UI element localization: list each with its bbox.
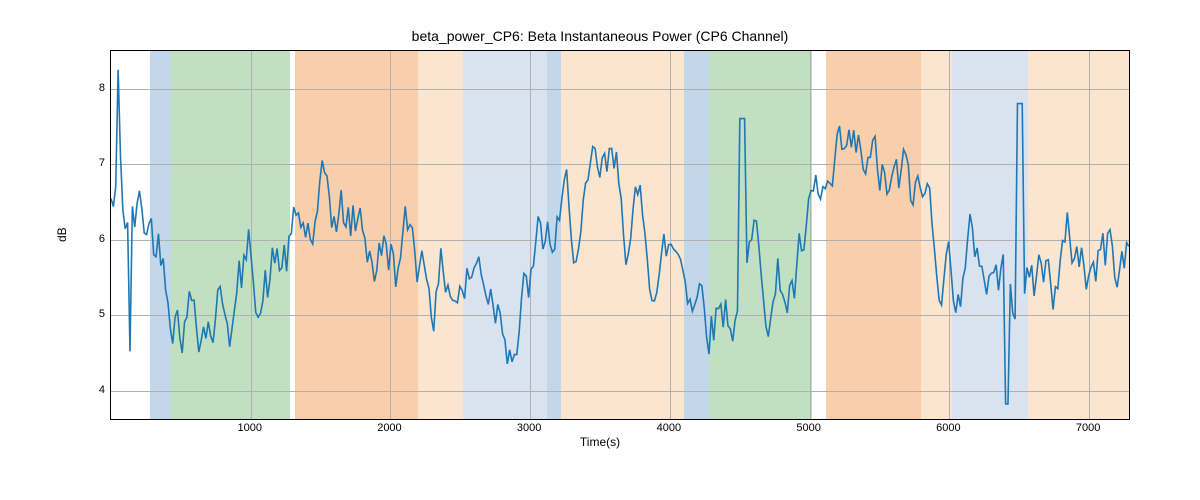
y-tick-label: 7 bbox=[80, 157, 105, 169]
line-plot bbox=[111, 51, 1129, 419]
x-tick-label: 1000 bbox=[237, 422, 261, 434]
x-tick-label: 7000 bbox=[1076, 422, 1100, 434]
x-axis-label: Time(s) bbox=[0, 435, 1200, 449]
y-tick-label: 5 bbox=[80, 308, 105, 320]
y-tick-label: 6 bbox=[80, 233, 105, 245]
plot-area bbox=[110, 50, 1130, 420]
y-tick-label: 4 bbox=[80, 384, 105, 396]
y-axis-label: dB bbox=[55, 50, 69, 420]
data-line bbox=[111, 70, 1129, 404]
x-tick-label: 3000 bbox=[517, 422, 541, 434]
x-tick-label: 2000 bbox=[377, 422, 401, 434]
x-tick-label: 4000 bbox=[657, 422, 681, 434]
chart-title: beta_power_CP6: Beta Instantaneous Power… bbox=[0, 28, 1200, 44]
x-tick-label: 5000 bbox=[796, 422, 820, 434]
chart-container: beta_power_CP6: Beta Instantaneous Power… bbox=[0, 0, 1200, 500]
y-tick-label: 8 bbox=[80, 82, 105, 94]
x-tick-label: 6000 bbox=[936, 422, 960, 434]
